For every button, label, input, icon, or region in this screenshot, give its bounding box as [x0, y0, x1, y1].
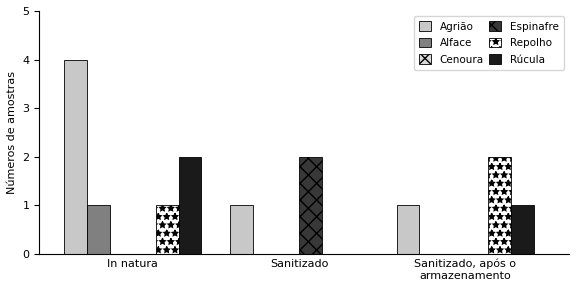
Bar: [511, 205, 534, 254]
Bar: [299, 157, 322, 254]
Y-axis label: Números de amostras: Números de amostras: [7, 71, 17, 194]
Bar: [65, 60, 87, 254]
Bar: [87, 205, 110, 254]
Bar: [488, 157, 511, 254]
Bar: [179, 157, 202, 254]
Bar: [156, 205, 179, 254]
Bar: [230, 205, 253, 254]
Legend: Agrião, Alface, Cenoura, Espinafre, Repolho, Rúcula: Agrião, Alface, Cenoura, Espinafre, Repo…: [414, 16, 564, 70]
Bar: [397, 205, 419, 254]
